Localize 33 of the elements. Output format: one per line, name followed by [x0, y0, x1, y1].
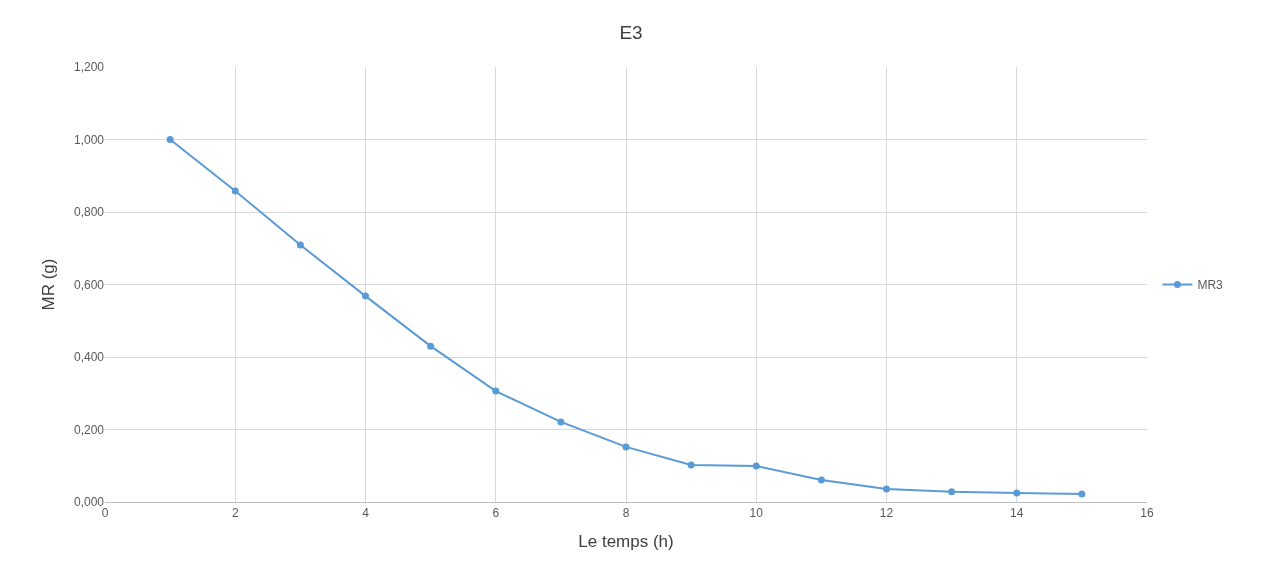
- y-axis-title: MR (g): [38, 258, 58, 311]
- point: [1013, 489, 1021, 497]
- point: [231, 187, 239, 195]
- x-tick-label: 6: [492, 506, 500, 521]
- y-tick-label: 0,800: [73, 205, 105, 220]
- x-tick-label: 14: [1010, 506, 1024, 521]
- point: [817, 476, 825, 484]
- point: [622, 443, 630, 451]
- point: [427, 342, 435, 350]
- point: [492, 387, 500, 395]
- point: [557, 418, 565, 426]
- x-tick-label: 10: [749, 506, 764, 521]
- x-tick-label: 16: [1140, 506, 1154, 521]
- point: [883, 485, 890, 493]
- x-tick-label: 4: [362, 506, 370, 521]
- x-tick-label: 8: [622, 506, 630, 521]
- legend-label: MR3: [1197, 278, 1224, 293]
- y-tick-label: 1,000: [73, 132, 105, 147]
- x-tick-label: 12: [879, 506, 894, 521]
- point: [687, 461, 695, 469]
- point: [948, 488, 956, 496]
- x-axis-title: Le temps (h): [578, 531, 674, 551]
- point: [362, 292, 369, 300]
- x-tick-label: 2: [231, 506, 239, 521]
- point: [1078, 490, 1086, 498]
- point: [296, 241, 304, 249]
- y-tick-label: 0,400: [73, 350, 105, 365]
- y-tick-label: 1,200: [73, 60, 105, 75]
- y-tick-label: 0,600: [73, 277, 105, 292]
- point: [752, 462, 760, 470]
- chart-title: E3: [619, 22, 643, 44]
- point: [166, 136, 174, 143]
- y-tick-label: 0,200: [73, 422, 105, 437]
